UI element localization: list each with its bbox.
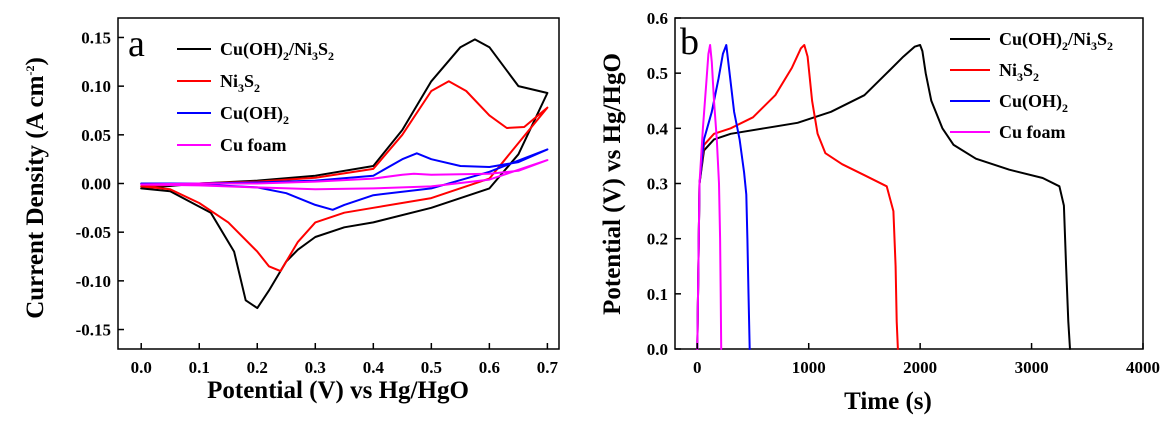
panel-a-x-axis-title: Potential (V) vs Hg/HgO <box>207 377 469 404</box>
panel-b: 0 1000 2000 3000 4000 0.00.10.20.30.40.50.6 … <box>599 9 1160 415</box>
panel-a-series-cu-oh-2 <box>140 148 549 211</box>
panel-a-x-tick-label: 0.5 <box>421 358 442 377</box>
panel-a-y-axis-title-sup: -2 <box>23 66 37 76</box>
panel-b-curves <box>696 44 1071 350</box>
panel-a-x-tick-label: 0.6 <box>479 358 500 377</box>
panel-b-x-tick-label: 1000 <box>792 358 826 377</box>
panel-a-y-tick-label: 0.10 <box>81 77 111 96</box>
panel-b-y-axis-title: Potential (V) vs Hg/HgO <box>599 53 626 315</box>
panel-b-y-tick-label: 0.5 <box>647 64 668 83</box>
panel-b-series-cu-oh-2 <box>696 44 751 350</box>
panel-b-series-cu-oh-2-ni3s2 <box>696 44 1071 350</box>
panel-b-legend-label-cu-oh-2: Cu(OH)2 <box>999 91 1068 115</box>
panel-a-series-cu-oh-2-ni3s2 <box>140 38 549 310</box>
panel-b-y-tick-label: 0.0 <box>647 340 668 359</box>
panel-b-x-tick-label: 4000 <box>1126 358 1160 377</box>
panel-a-y-axis-title-end: ) <box>22 57 49 65</box>
panel-a-series-cu-foam <box>140 159 549 191</box>
panel-a-legend-label-ni3s2: Ni3S2 <box>220 71 260 95</box>
panel-b-legend: Cu(OH)2/Ni3S2 Ni3S2 Cu(OH)2 Cu foam <box>950 29 1113 142</box>
panel-a-x-tick-label: 0.0 <box>131 358 152 377</box>
panel-a-x-tick-label: 0.4 <box>363 358 385 377</box>
panel-b-y-tick-label: 0.3 <box>647 175 668 194</box>
panel-a-y-tick-label: -0.10 <box>76 272 111 291</box>
panel-b-series-cu-foam <box>696 44 723 350</box>
panel-b-y-tick-label: 0.6 <box>647 9 668 28</box>
panel-a: 0.0 0.1 0.2 0.3 0.4 0.5 0.6 0.7 0.15 0.10 0.05 0.0… <box>22 17 560 404</box>
panel-b-legend-label-ni3s2: Ni3S2 <box>999 60 1039 84</box>
panel-a-series-ni3s2 <box>140 80 549 273</box>
panel-b-series-ni3s2 <box>696 44 899 350</box>
panel-b-x-ticks: 0 1000 2000 3000 4000 <box>693 343 1160 377</box>
panel-a-y-ticks: 0.15 0.10 0.05 0.00 -0.05 -0.10 -0.15 <box>76 28 124 340</box>
panel-b-y-tick-label: 0.1 <box>647 285 668 304</box>
panel-a-x-tick-label: 0.1 <box>189 358 210 377</box>
panel-b-letter: b <box>680 21 699 63</box>
panel-b-x-axis-title: Time (s) <box>844 388 932 415</box>
panel-b-x-tick-label: 2000 <box>903 358 937 377</box>
panel-a-x-ticks: 0.0 0.1 0.2 0.3 0.4 0.5 0.6 0.7 <box>131 343 559 377</box>
panel-b-y-tick-label: 0.4 <box>647 119 669 138</box>
panel-a-legend-label-cu-oh-2-ni3s2: Cu(OH)2/Ni3S2 <box>220 39 334 63</box>
panel-b-y-ticks: 0.0 0.1 0.2 0.3 0.4 0.5 0.6 <box>647 9 681 359</box>
panel-b-legend-label-cu-oh-2-ni3s2: Cu(OH)2/Ni3S2 <box>999 29 1113 53</box>
panel-a-y-tick-label: 0.15 <box>81 28 111 47</box>
panel-a-letter: a <box>128 23 145 65</box>
panel-b-x-tick-label: 0 <box>693 358 702 377</box>
panel-b-x-tick-label: 3000 <box>1015 358 1049 377</box>
panel-a-y-tick-label: -0.15 <box>76 321 111 340</box>
panel-a-x-tick-label: 0.2 <box>247 358 268 377</box>
panel-b-legend-label-cu-foam: Cu foam <box>999 122 1066 142</box>
panel-a-legend: Cu(OH)2/Ni3S2 Ni3S2 Cu(OH)2 Cu foam <box>177 39 334 155</box>
panel-b-y-tick-label: 0.2 <box>647 230 668 249</box>
panel-a-legend-label-cu-foam: Cu foam <box>220 135 287 155</box>
panel-a-y-tick-label: -0.05 <box>76 223 111 242</box>
panel-a-legend-label-cu-oh-2: Cu(OH)2 <box>220 103 289 127</box>
panel-a-y-axis-title-main: Current Density (A cm <box>22 75 49 318</box>
panel-a-x-tick-label: 0.3 <box>305 358 326 377</box>
panel-a-curves <box>140 38 549 310</box>
panel-a-y-tick-label: 0.05 <box>81 126 111 145</box>
panel-a-y-axis-title: Current Density (A cm-2) <box>22 57 49 319</box>
panel-a-y-tick-label: 0.00 <box>81 175 111 194</box>
panel-a-x-tick-label: 0.7 <box>537 358 559 377</box>
